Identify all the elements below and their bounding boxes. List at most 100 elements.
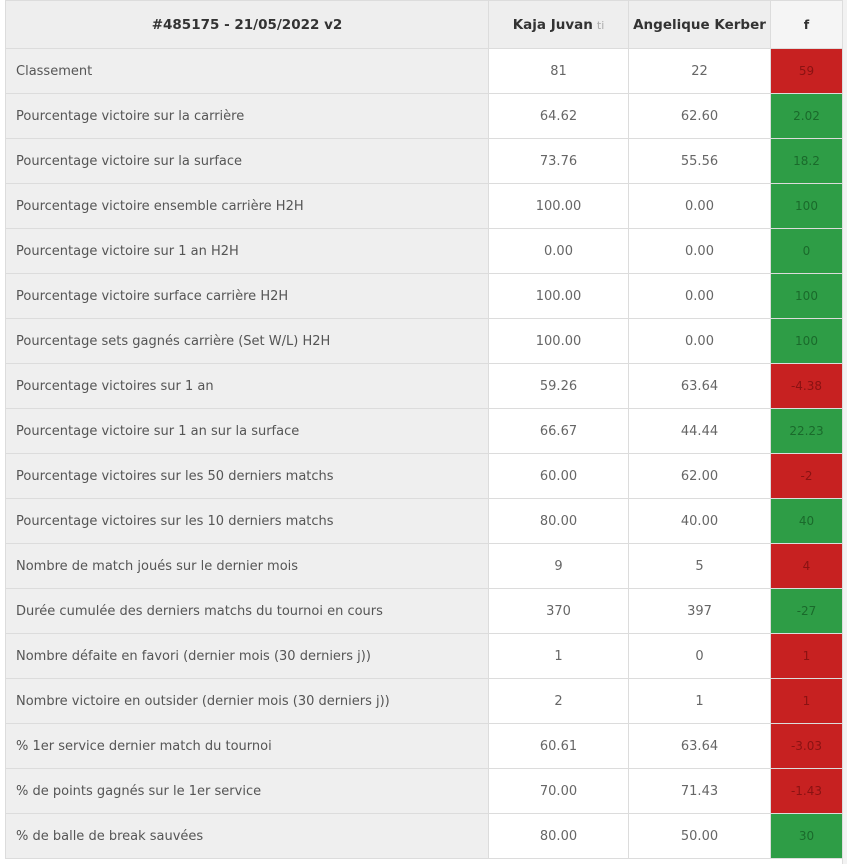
table-row: % de points gagnés sur le 1er service 70.… [5,768,843,814]
row-label: Pourcentage victoires sur les 10 dernier… [5,498,489,544]
table-row: Pourcentage victoires sur les 10 dernier… [5,498,843,544]
player2-value: 5 [628,543,771,589]
difference-value: 22.23 [770,408,843,454]
player1-value: 1 [488,633,629,679]
row-label: Pourcentage victoire surface carrière H2… [5,273,489,319]
table-header-row: #485175 - 21/05/2022 v2 Kaja Juvan ti Ang… [5,0,843,49]
player1-value: 100.00 [488,318,629,364]
player2-value: 62.00 [628,453,771,499]
table-row: Nombre défaite en favori (dernier mois (… [5,633,843,679]
difference-value: 4 [770,543,843,589]
table-row: Pourcentage victoire sur la carrière 64.6… [5,93,843,139]
player2-value: 1 [628,678,771,724]
table-row: Nombre victoire en outsider (dernier moi… [5,678,843,724]
player1-value: 80.00 [488,813,629,859]
table-row: Classement 81 22 59 [5,48,843,94]
difference-value: -27 [770,588,843,634]
difference-value: 1 [770,678,843,724]
player2-value: 63.64 [628,363,771,409]
player2-value: 50.00 [628,813,771,859]
player2-value: 63.64 [628,723,771,769]
player2-value: 22 [628,48,771,94]
player2-value: 40.00 [628,498,771,544]
player1-value: 59.26 [488,363,629,409]
table-row: Pourcentage victoire sur 1 an H2H 0.00 0.0… [5,228,843,274]
row-label: Nombre défaite en favori (dernier mois (… [5,633,489,679]
player2-value: 0.00 [628,273,771,319]
player1-value: 80.00 [488,498,629,544]
row-label: Pourcentage victoire sur la carrière [5,93,489,139]
difference-value: 2.02 [770,93,843,139]
table-row: % 1er service dernier match du tournoi 60… [5,723,843,769]
difference-value: 40 [770,498,843,544]
row-label: Durée cumulée des derniers matchs du tou… [5,588,489,634]
difference-value: 100 [770,318,843,364]
row-label: Classement [5,48,489,94]
difference-header-label: f [803,17,810,32]
table-row: Pourcentage victoire surface carrière H2… [5,273,843,319]
player2-value: 0.00 [628,183,771,229]
comparison-table-container: #485175 - 21/05/2022 v2 Kaja Juvan ti Ang… [5,0,847,864]
row-label: % de balle de break sauvées [5,813,489,859]
table-row: Durée cumulée des derniers matchs du tou… [5,588,843,634]
player1-value: 81 [488,48,629,94]
table-row: Pourcentage sets gagnés carrière (Set W/… [5,318,843,364]
row-label: Pourcentage victoires sur les 50 dernier… [5,453,489,499]
player2-name: Angelique Kerber [633,16,766,33]
player2-value: 44.44 [628,408,771,454]
player2-header[interactable]: Angelique Kerber [628,0,771,49]
table-row: Pourcentage victoire sur 1 an sur la sur… [5,408,843,454]
difference-header: f [770,0,843,49]
row-label: Nombre victoire en outsider (dernier moi… [5,678,489,724]
table-row: Pourcentage victoire ensemble carrière H… [5,183,843,229]
difference-value: 59 [770,48,843,94]
player1-value: 60.00 [488,453,629,499]
player2-value: 62.60 [628,93,771,139]
row-label: Pourcentage victoire ensemble carrière H… [5,183,489,229]
comparison-table: #485175 - 21/05/2022 v2 Kaja Juvan ti Ang… [5,0,843,859]
difference-value: 100 [770,273,843,319]
player2-value: 397 [628,588,771,634]
table-row: Pourcentage victoires sur 1 an 59.26 63.64… [5,363,843,409]
table-row: Pourcentage victoire sur la surface 73.76… [5,138,843,184]
player1-header[interactable]: Kaja Juvan ti [488,0,629,49]
player1-value: 370 [488,588,629,634]
player1-value: 0.00 [488,228,629,274]
row-label: % de points gagnés sur le 1er service [5,768,489,814]
player1-value: 9 [488,543,629,589]
player1-value: 73.76 [488,138,629,184]
player1-name: Kaja Juvan [512,16,593,33]
row-label: Pourcentage victoires sur 1 an [5,363,489,409]
row-label: Pourcentage sets gagnés carrière (Set W/… [5,318,489,364]
row-label: Pourcentage victoire sur la surface [5,138,489,184]
player1-value: 66.67 [488,408,629,454]
difference-value: 18.2 [770,138,843,184]
row-label: Nombre de match joués sur le dernier moi… [5,543,489,589]
difference-value: 0 [770,228,843,274]
player2-value: 0 [628,633,771,679]
difference-value: -1.43 [770,768,843,814]
table-row: Pourcentage victoires sur les 50 dernier… [5,453,843,499]
player2-value: 71.43 [628,768,771,814]
difference-value: 100 [770,183,843,229]
player1-value: 70.00 [488,768,629,814]
player1-value: 64.62 [488,93,629,139]
match-header: #485175 - 21/05/2022 v2 [5,0,489,49]
player1-value: 100.00 [488,183,629,229]
match-title: #485175 - 21/05/2022 v2 [151,16,343,33]
row-label: % 1er service dernier match du tournoi [5,723,489,769]
player1-value: 2 [488,678,629,724]
player2-value: 55.56 [628,138,771,184]
difference-value: 30 [770,813,843,859]
player1-value: 60.61 [488,723,629,769]
difference-value: 1 [770,633,843,679]
row-label: Pourcentage victoire sur 1 an sur la sur… [5,408,489,454]
difference-value: -3.03 [770,723,843,769]
player1-suffix: ti [596,18,605,32]
difference-value: -2 [770,453,843,499]
difference-value: -4.38 [770,363,843,409]
player2-value: 0.00 [628,318,771,364]
table-row: % de balle de break sauvées 80.00 50.00 30 [5,813,843,859]
table-row: Nombre de match joués sur le dernier moi… [5,543,843,589]
scrollbar-track[interactable] [842,0,847,864]
